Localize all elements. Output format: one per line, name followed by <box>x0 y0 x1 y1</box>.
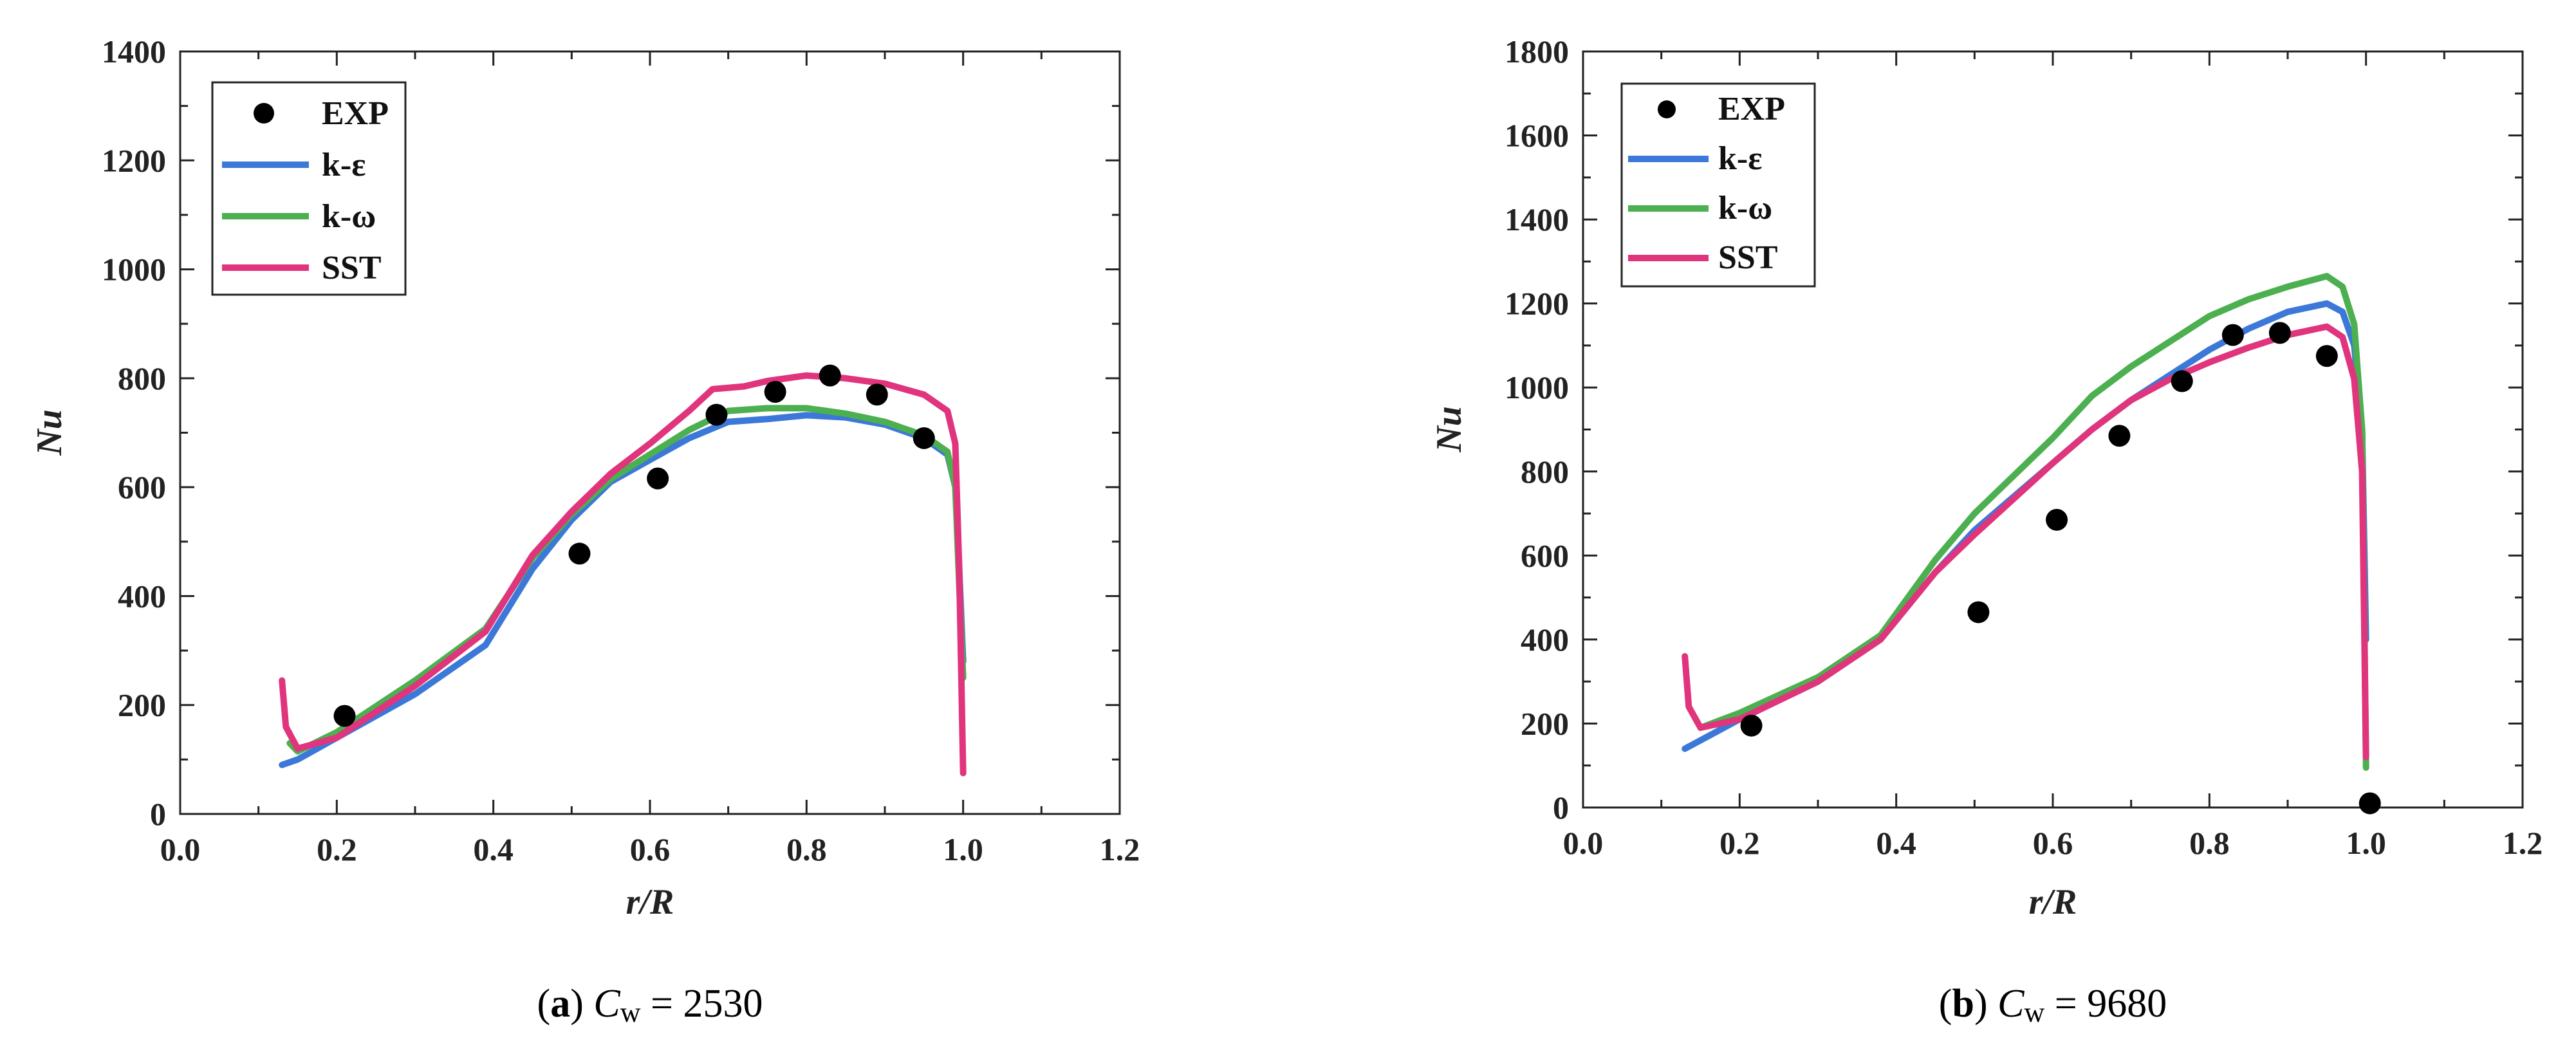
exp-data-point <box>2221 324 2244 346</box>
x-tick-label: 0.4 <box>1876 825 1916 861</box>
exp-data-point <box>568 542 591 565</box>
exp-data-point <box>2046 508 2068 531</box>
legend-label-sst-b: SST <box>1718 239 1778 276</box>
exp-data-point <box>647 467 669 490</box>
exp-data-point <box>2268 322 2291 344</box>
y-tick-label: 1000 <box>102 252 166 288</box>
x-tick-label: 0.2 <box>1719 825 1760 861</box>
exp-data-point <box>2315 345 2338 367</box>
y-tick-label: 1000 <box>1505 369 1569 405</box>
exp-data-point <box>2108 425 2131 447</box>
x-tick-label: 1.2 <box>2503 825 2543 861</box>
y-tick-label: 400 <box>1521 622 1569 658</box>
exp-data-point <box>333 705 356 727</box>
y-tick-label: 600 <box>118 469 166 505</box>
legend-label-ke-a: k-ε <box>322 147 366 183</box>
y-tick-label: 0 <box>150 796 166 832</box>
x-tick-label: 0.8 <box>2189 825 2230 861</box>
x-tick-label: 1.2 <box>1100 831 1140 867</box>
legend-b: EXP k-ε k-ω SST <box>1620 82 1816 288</box>
legend-label-sst-a: SST <box>322 250 382 286</box>
y-tick-label: 600 <box>1521 537 1569 573</box>
legend-marker-exp-b <box>1658 100 1676 118</box>
legend-marker-exp-a <box>254 103 274 124</box>
exp-points-a <box>333 364 935 727</box>
legend-a: EXP k-ε k-ω SST <box>211 81 407 296</box>
x-axis-title-b: r/R <box>2029 882 2077 922</box>
caption-b: (b) Cw = 9680 <box>1939 982 2167 1028</box>
y-tick-label: 1600 <box>1505 118 1569 154</box>
x-tick-label: 0.6 <box>2033 825 2073 861</box>
x-axis-title-a: r/R <box>626 882 674 922</box>
y-tick-label: 1200 <box>102 142 166 178</box>
exp-data-point <box>764 381 786 403</box>
series-line-sst-b <box>1682 323 2369 761</box>
y-tick-label: 200 <box>118 687 166 723</box>
y-tick-label: 800 <box>1521 454 1569 490</box>
y-tick-label: 200 <box>1521 705 1569 741</box>
x-tick-label: 0.8 <box>786 831 827 867</box>
x-tick-label: 0.0 <box>1563 825 1604 861</box>
exp-data-point <box>819 364 841 387</box>
exp-data-point <box>1740 714 1763 737</box>
exp-data-point <box>705 403 728 426</box>
y-tick-label: 800 <box>118 360 166 396</box>
x-tick-label: 0.2 <box>317 831 357 867</box>
exp-data-point <box>913 427 935 449</box>
legend-label-exp-b: EXP <box>1718 91 1785 127</box>
legend-label-exp-a: EXP <box>322 95 389 132</box>
y-tick-label: 1800 <box>1505 33 1569 69</box>
legend-label-kw-a: k-ω <box>322 198 376 235</box>
y-axis-title-a: Nu <box>30 409 69 456</box>
series-layer-b <box>1682 273 2369 771</box>
y-tick-label: 400 <box>118 578 166 614</box>
x-tick-label: 1.0 <box>943 831 983 867</box>
chart-panel-b: 0 200 400 600 800 1000 1200 1400 1600 1800 0.0 0.2… <box>1429 33 2543 1028</box>
y-tick-label: 1400 <box>1505 201 1569 237</box>
y-ticks-b: 0 200 400 600 800 1000 1200 1400 1600 1800 <box>1505 33 2523 826</box>
y-tick-label: 1400 <box>102 33 166 69</box>
exp-data-point <box>866 383 888 406</box>
x-tick-label: 0.4 <box>473 831 514 867</box>
x-tick-label: 0.0 <box>160 831 201 867</box>
legend-box-a <box>211 81 407 296</box>
y-axis-title-b: Nu <box>1429 406 1469 453</box>
legend-box-b <box>1620 82 1816 288</box>
x-tick-label: 1.0 <box>2346 825 2386 861</box>
x-ticks-b: 0.0 0.2 0.4 0.6 0.8 1.0 1.2 <box>1563 51 2543 861</box>
legend-label-kw-b: k-ω <box>1718 190 1772 226</box>
exp-data-point <box>2171 370 2193 392</box>
x-tick-label: 0.6 <box>630 831 671 867</box>
y-ticks-a: 0 200 400 600 800 1000 1200 1400 <box>102 33 1120 832</box>
legend-label-ke-b: k-ε <box>1718 140 1762 177</box>
y-tick-label: 0 <box>1553 789 1569 826</box>
exp-points-b <box>1740 322 2381 815</box>
y-tick-label: 1200 <box>1505 286 1569 322</box>
x-ticks-a: 0.0 0.2 0.4 0.6 0.8 1.0 1.2 <box>160 51 1140 867</box>
exp-data-point <box>2358 792 2381 815</box>
caption-a: (a) Cw = 2530 <box>537 982 763 1028</box>
series-line-sst-a <box>279 372 967 777</box>
exp-data-point <box>1967 601 1990 623</box>
